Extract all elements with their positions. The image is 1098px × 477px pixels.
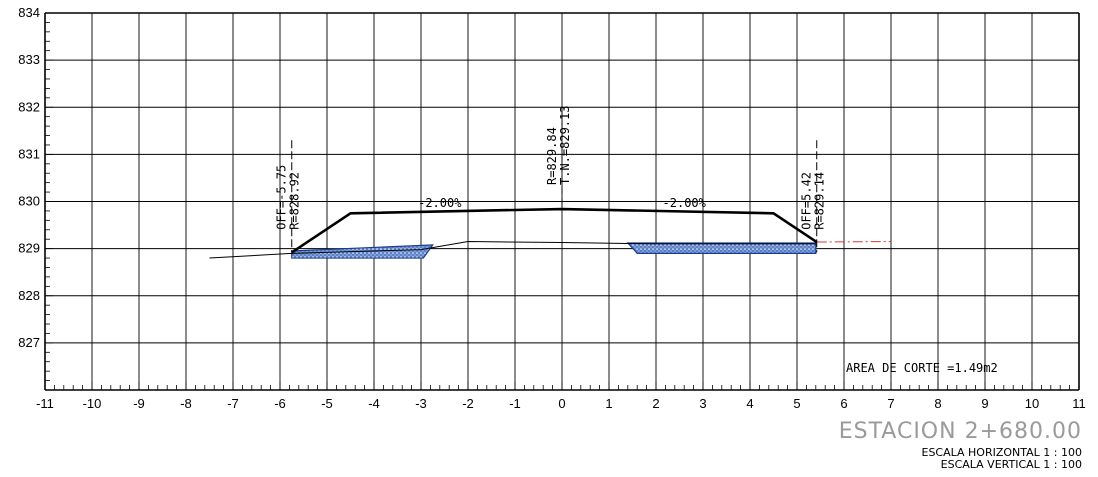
x-axis-tick-labels: -11 -10 -9 -8 -7 -6 -5 -4 -3 -2 -1 0 1 2 3 4 5 6 7 8 9 10 11 <box>36 396 1086 411</box>
x-tick-label: -4 <box>368 396 380 411</box>
x-tick-label: -10 <box>83 396 102 411</box>
x-tick-label: 8 <box>934 396 941 411</box>
y-tick-label: 834 <box>18 5 40 20</box>
x-tick-label: 11 <box>1072 396 1086 411</box>
y-tick-label: 831 <box>18 146 40 161</box>
grid <box>44 12 1080 391</box>
y-axis-tick-labels: 834 833 832 831 830 829 828 827 <box>18 5 40 350</box>
station-annotation-label: OFF=5.42 <box>800 172 814 230</box>
y-tick-label: 833 <box>18 52 40 67</box>
area-de-corte-label: AREA DE CORTE =1.49m2 <box>846 361 998 375</box>
x-tick-label: -7 <box>227 396 239 411</box>
station-annotation-label: T.N.=829.13 <box>558 106 572 185</box>
x-tick-label: 3 <box>699 396 706 411</box>
x-tick-label: 4 <box>746 396 753 411</box>
x-tick-label: -11 <box>36 396 54 411</box>
x-tick-label: -1 <box>509 396 521 411</box>
x-tick-label: -2 <box>462 396 474 411</box>
natural-ground-line <box>209 241 816 259</box>
station-annotation-label: OFF=-5.75 <box>275 165 289 230</box>
x-tick-label: -6 <box>274 396 286 411</box>
cut-areas <box>291 242 817 259</box>
x-tick-label: -9 <box>133 396 145 411</box>
x-tick-label: 1 <box>605 396 612 411</box>
cut-area <box>626 242 817 254</box>
slope-label: -2.00% <box>663 196 707 210</box>
y-tick-label: 829 <box>18 241 40 256</box>
station-label: ESTACION 2+680.00 <box>839 419 1082 444</box>
x-tick-label: 6 <box>840 396 847 411</box>
y-tick-label: 832 <box>18 99 40 114</box>
station-annotation-label: R=829.14 <box>813 172 827 230</box>
x-tick-label: 2 <box>652 396 659 411</box>
horizontal-scale-label: ESCALA HORIZONTAL 1 : 100 <box>922 446 1083 459</box>
vertical-scale-label: ESCALA VERTICAL 1 : 100 <box>941 458 1082 471</box>
x-tick-label: 7 <box>887 396 894 411</box>
annotations: OFF=-5.75 R=828.92 R=829.84 T.N.=829.13 OFF=… <box>275 106 827 253</box>
x-tick-label: 9 <box>981 396 988 411</box>
x-tick-label: 10 <box>1025 396 1039 411</box>
x-tick-label: -8 <box>180 396 192 411</box>
x-tick-label: -5 <box>321 396 333 411</box>
x-tick-label: -3 <box>415 396 427 411</box>
station-annotation-label: R=829.84 <box>545 127 559 185</box>
y-tick-label: 830 <box>18 194 40 209</box>
slope-label: -2.00% <box>418 196 462 210</box>
x-tick-label: 5 <box>793 396 800 411</box>
y-tick-label: 828 <box>18 288 40 303</box>
axis-ticks <box>44 12 1080 391</box>
station-annotation-label: R=828.92 <box>288 172 302 230</box>
y-tick-label: 827 <box>18 335 40 350</box>
x-tick-label: 0 <box>558 396 565 411</box>
